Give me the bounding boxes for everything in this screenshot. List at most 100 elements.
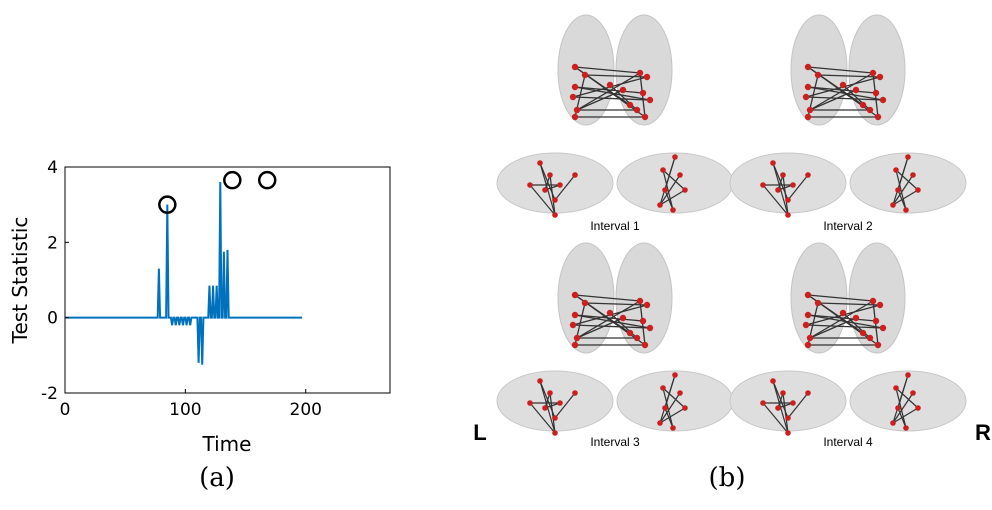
- brain-node: [785, 430, 791, 436]
- brain-node: [806, 106, 814, 114]
- y-tick-label: 0: [47, 309, 58, 329]
- connection-edge: [529, 402, 556, 434]
- brain-node: [872, 89, 880, 97]
- brain-node: [915, 187, 921, 193]
- connection-edge: [664, 156, 676, 191]
- connection-edge: [782, 174, 789, 216]
- connection-edge: [892, 392, 914, 424]
- brain-right-hemisphere-top: [848, 14, 906, 126]
- peak-markers: [158, 170, 277, 214]
- connection-edge: [807, 66, 874, 74]
- peak-circle-2: [223, 170, 242, 190]
- brain-node: [804, 63, 812, 71]
- brain-left-lateral: [496, 370, 614, 432]
- y-tick-label: -2: [41, 384, 58, 404]
- connection-edge: [659, 174, 681, 206]
- connection-edge: [787, 174, 809, 201]
- brain-node: [677, 390, 683, 396]
- brain-interval-1: Interval 1: [496, 14, 734, 233]
- test-statistic-line: [65, 182, 303, 365]
- peak-circle-3: [257, 170, 277, 190]
- connection-edge: [572, 96, 651, 101]
- brain-node: [552, 430, 558, 436]
- brain-node: [633, 106, 641, 114]
- y-tick-label: 4: [47, 158, 58, 178]
- brain-node: [869, 69, 877, 77]
- brain-node: [879, 96, 887, 104]
- brain-node: [657, 420, 663, 426]
- brain-node: [639, 317, 647, 325]
- connection-edge: [549, 392, 556, 434]
- connection-edge: [892, 407, 919, 424]
- x-axis-ticks: 0 100 200: [60, 389, 322, 420]
- brain-node: [876, 301, 884, 309]
- brain-node: [552, 197, 558, 203]
- brain-node: [760, 182, 766, 188]
- brain-node: [606, 81, 614, 89]
- brain-node: [537, 378, 543, 384]
- brain-node: [859, 101, 867, 109]
- brain-node: [805, 390, 811, 396]
- brain-node: [804, 291, 812, 299]
- brain-node: [804, 311, 812, 319]
- brain-node: [905, 372, 911, 378]
- interval-label: Interval 3: [590, 435, 640, 449]
- brain-interval-4: Interval 4: [729, 242, 967, 449]
- connection-edge: [576, 72, 641, 111]
- brain-node: [646, 96, 654, 104]
- brain-right-hemisphere-top: [615, 14, 673, 126]
- brain-node: [542, 187, 548, 193]
- brain-node: [619, 86, 627, 94]
- connection-edge: [662, 169, 674, 211]
- brain-node: [839, 309, 847, 317]
- brain-right-hemisphere-top: [615, 242, 673, 354]
- connection-edge: [892, 189, 919, 206]
- brain-node: [641, 341, 649, 349]
- caption-b: (b): [709, 463, 746, 493]
- right-side-label: R: [975, 420, 991, 445]
- connection-edge: [574, 294, 641, 302]
- brain-node: [660, 167, 666, 173]
- y-axis-label: Test Statistic: [8, 217, 32, 345]
- brain-node: [910, 172, 916, 178]
- brain-node: [770, 378, 776, 384]
- brain-node: [874, 341, 882, 349]
- brain-node: [890, 420, 896, 426]
- brain-node: [552, 415, 558, 421]
- brain-node: [571, 291, 579, 299]
- x-tick-label: 200: [290, 400, 322, 420]
- brain-node: [895, 405, 901, 411]
- connection-edge: [895, 387, 907, 429]
- brain-node: [905, 154, 911, 160]
- brain-node: [785, 197, 791, 203]
- connection-edge: [782, 392, 789, 434]
- brain-node: [571, 83, 579, 91]
- brain-node: [804, 83, 812, 91]
- connection-edge: [576, 317, 624, 339]
- connection-edge: [574, 66, 641, 74]
- brain-node: [876, 73, 884, 81]
- connection-edge: [809, 72, 874, 111]
- connection-edge: [805, 324, 884, 329]
- brain-node: [569, 321, 577, 329]
- connection-edge: [895, 169, 907, 211]
- brain-node: [547, 390, 553, 396]
- brain-node: [852, 314, 860, 322]
- y-tick-label: 2: [47, 233, 58, 253]
- brain-interval-2: Interval 2: [729, 14, 967, 233]
- connection-edge: [805, 96, 884, 101]
- connection-edge: [809, 300, 874, 339]
- brain-node: [839, 81, 847, 89]
- connection-edge: [576, 300, 641, 339]
- brain-node: [785, 415, 791, 421]
- brain-node: [571, 63, 579, 71]
- connection-edge: [762, 184, 789, 216]
- brain-node: [806, 334, 814, 342]
- interval-label: Interval 1: [590, 219, 640, 233]
- brain-node: [866, 106, 874, 114]
- brain-node: [780, 172, 786, 178]
- brain-node: [527, 400, 533, 406]
- brain-node: [866, 334, 874, 342]
- brain-node: [859, 329, 867, 337]
